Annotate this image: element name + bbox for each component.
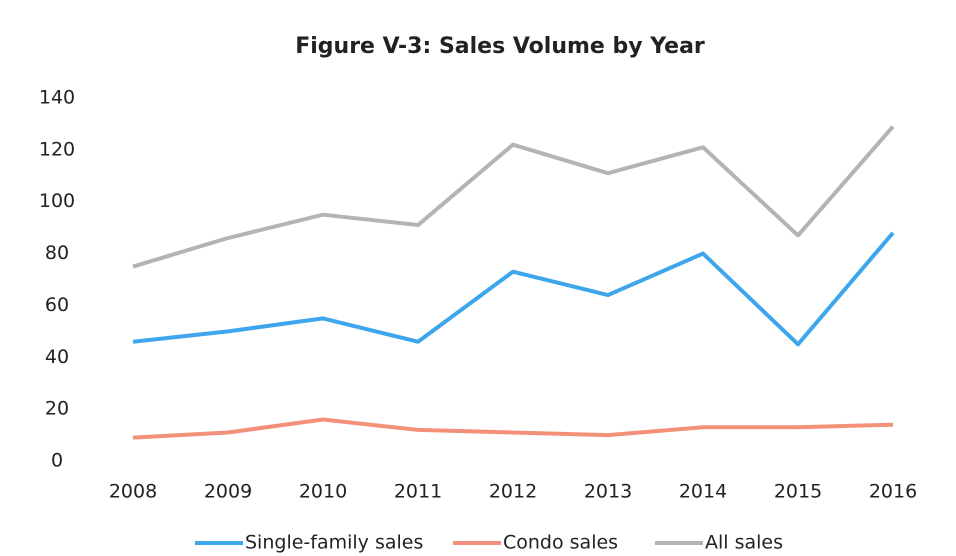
y-tick-label: 140	[39, 87, 75, 109]
legend-label: Single-family sales	[245, 532, 423, 554]
x-tick-label: 2011	[394, 481, 442, 503]
y-tick-label: 120	[39, 138, 75, 160]
y-tick-label: 80	[45, 242, 69, 264]
x-tick-label: 2009	[204, 481, 252, 503]
y-tick-label: 60	[45, 294, 69, 316]
x-tick-label: 2016	[869, 481, 917, 503]
legend-label: Condo sales	[503, 532, 618, 554]
x-tick-label: 2015	[774, 481, 822, 503]
chart-title: Figure V-3: Sales Volume by Year	[295, 34, 705, 59]
y-tick-label: 0	[51, 450, 63, 472]
x-tick-label: 2012	[489, 481, 537, 503]
x-tick-label: 2008	[109, 481, 157, 503]
y-tick-label: 40	[45, 346, 69, 368]
series-line	[132, 231, 895, 347]
legend-label: All sales	[705, 532, 783, 554]
x-tick-label: 2014	[679, 481, 727, 503]
x-tick-label: 2010	[299, 481, 347, 503]
series-line	[132, 125, 895, 269]
y-tick-label: 100	[39, 190, 75, 212]
series-line	[132, 417, 894, 440]
y-tick-label: 20	[45, 398, 69, 420]
x-tick-label: 2013	[584, 481, 632, 503]
